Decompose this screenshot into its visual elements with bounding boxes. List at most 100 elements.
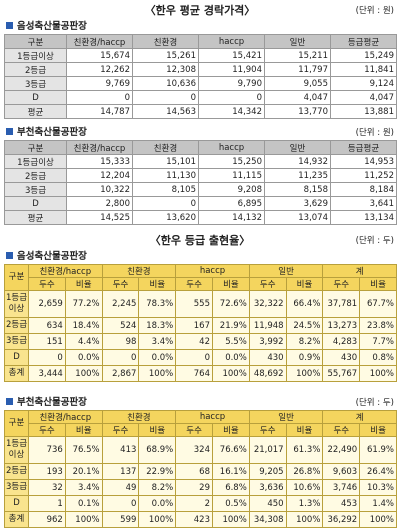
cell: 11,115: [198, 168, 265, 183]
cell: 72.6%: [212, 290, 250, 318]
cell: 0: [132, 196, 199, 211]
header-cell: 계: [322, 264, 398, 278]
subheader-cell: 비율: [64, 277, 103, 291]
cell: 3,992: [248, 333, 287, 350]
row-label: D: [4, 349, 29, 366]
header-cell: 친환경/haccp: [66, 140, 133, 155]
cell: 10,636: [132, 76, 199, 91]
cell: 0: [28, 349, 66, 366]
grade-title-row: 〈한우 등급 출현율〉 (단위 : 두): [4, 232, 396, 250]
subheader-cell: 두수: [175, 277, 213, 291]
section-name: 부천축산물공판장: [17, 397, 87, 408]
row-label: 3등급: [4, 76, 67, 91]
subheader-row: 두수 비율 두수 비율 두수 비율 두수 비율 두수 비율: [5, 423, 398, 437]
cell: 14,932: [264, 154, 331, 169]
row: 평균 14,525 13,620 14,132 13,074 13,134: [4, 210, 397, 225]
cell: 14,563: [132, 104, 199, 119]
cell: 13,881: [330, 104, 397, 119]
cell: 0: [132, 90, 199, 105]
header-cell: 일반: [264, 34, 331, 49]
cell: 9,055: [264, 76, 331, 91]
subheader-cell: 비율: [212, 277, 250, 291]
cell: 37,781: [322, 290, 361, 318]
subheader-cell: 비율: [138, 277, 177, 291]
table: 구분 친환경/haccp 친환경 haccp 일반 등급평균 1등급이상 15,333 15,1…: [4, 140, 397, 225]
cell: 21,017: [248, 436, 287, 464]
row-label: 2등급: [4, 62, 67, 77]
cell: 3,746: [322, 479, 361, 496]
row: 1등급 이상 736 76.5% 413 68.9% 324 76.6% 21,017 61.3…: [4, 436, 398, 464]
cell: 4.4%: [64, 333, 103, 350]
cell: 14,342: [198, 104, 265, 119]
cell: 22,490: [322, 436, 361, 464]
cell: 4,047: [264, 90, 331, 105]
table: 구분 친환경/haccp 친환경 haccp 일반 등급평균 1등급이상 15,674 15,2…: [4, 34, 397, 119]
section-name: 음성축산물공판장: [17, 251, 87, 262]
row: 총계 962 100% 599 100% 423 100% 34,308 100% 36,292 1…: [4, 511, 398, 528]
unit: (단위 : 원): [355, 128, 394, 138]
cell: 23.8%: [359, 317, 398, 334]
price-title-row: 〈한우 평균 경락가격〉 (단위 : 원): [4, 2, 396, 20]
cell: 15,421: [198, 48, 265, 63]
cell: 10.6%: [285, 479, 324, 496]
row-label: 2등급: [4, 168, 67, 183]
section-name: 음성축산물공판장: [17, 21, 87, 32]
row: 평균 14,787 14,563 14,342 13,770 13,881: [4, 104, 397, 119]
header-row: 구분 친환경/haccp 친환경 haccp 일반 계: [4, 264, 398, 291]
subheader-cell: 두수: [28, 277, 66, 291]
cell: 15,249: [330, 48, 397, 63]
row-label: 3등급: [4, 333, 29, 350]
cell: 55,767: [322, 365, 361, 382]
cell: 0.8%: [359, 349, 398, 366]
cell: 100%: [359, 511, 398, 528]
subheader-cell: 두수: [322, 423, 361, 437]
cell: 15,261: [132, 48, 199, 63]
header-cell: haccp: [175, 264, 250, 278]
header-cell: 일반: [248, 410, 324, 424]
header-cell: 구분: [4, 140, 67, 155]
cell: 13,273: [322, 317, 361, 334]
cell: 2: [175, 495, 213, 512]
cell: 2,800: [66, 196, 133, 211]
header-cell: 친환경: [101, 264, 177, 278]
header-cell: haccp: [198, 34, 265, 49]
section-label: 부천축산물공판장 (단위 : 원): [4, 126, 396, 140]
cell: 13,074: [264, 210, 331, 225]
row: 1등급이상 15,674 15,261 15,421 15,211 15,249: [4, 48, 397, 63]
cell: 100%: [138, 365, 177, 382]
row: 2등급 12,204 11,130 11,115 11,235 11,252: [4, 168, 397, 183]
cell: 0.0%: [212, 349, 250, 366]
cell: 100%: [285, 511, 324, 528]
unit: (단위 : 두): [355, 236, 394, 246]
row-label: D: [4, 196, 67, 211]
cell: 21.9%: [212, 317, 250, 334]
cell: 0: [175, 349, 213, 366]
cell: 1.4%: [359, 495, 398, 512]
cell: 32: [28, 479, 66, 496]
subheader-cell: 두수: [248, 423, 287, 437]
cell: 100%: [64, 365, 103, 382]
header-cell: 등급평균: [330, 140, 397, 155]
cell: 9,208: [198, 182, 265, 197]
header-cell: 친환경: [101, 410, 177, 424]
bullet: [6, 398, 13, 405]
cell: 634: [28, 317, 66, 334]
subheader-cell: 두수: [248, 277, 287, 291]
row-label: 3등급: [4, 182, 67, 197]
cell: 0.0%: [64, 349, 103, 366]
cell: 26.8%: [285, 463, 324, 480]
cell: 61.9%: [359, 436, 398, 464]
cell: 11,904: [198, 62, 265, 77]
cell: 11,130: [132, 168, 199, 183]
section-name: 부천축산물공판장: [17, 127, 87, 138]
cell: 22.9%: [138, 463, 177, 480]
cell: 8,158: [264, 182, 331, 197]
header-cell: 구분: [4, 410, 29, 437]
subheader-cell: 비율: [138, 423, 177, 437]
section-label: 부천축산물공판장 (단위 : 두): [4, 396, 396, 410]
cell: 66.4%: [285, 290, 324, 318]
cell: 167: [175, 317, 213, 334]
cell: 34,308: [248, 511, 287, 528]
cell: 555: [175, 290, 213, 318]
